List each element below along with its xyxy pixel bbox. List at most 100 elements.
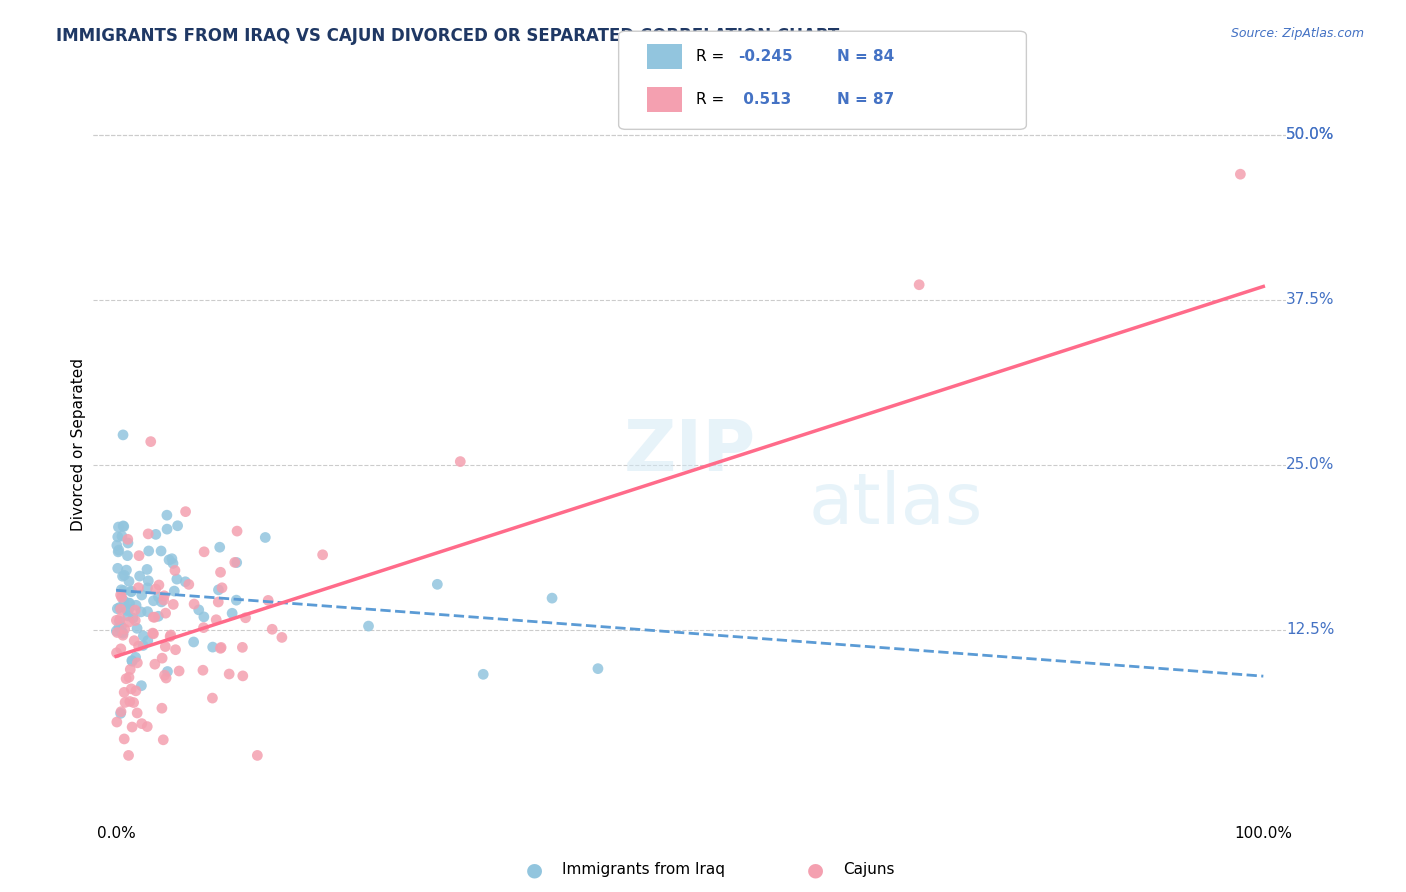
Point [586, 662, 609, 676]
Point [112, 593, 135, 607]
Point [270, 631, 292, 645]
Point [107, 561, 129, 575]
Point [152, 593, 174, 607]
Point [311, 548, 333, 562]
Point [112, 583, 135, 598]
Point [117, 608, 139, 623]
Text: 37.5%: 37.5% [1286, 293, 1334, 307]
Text: Source: ZipAtlas.com: Source: ZipAtlas.com [1230, 27, 1364, 40]
Point [110, 619, 132, 633]
Point [208, 540, 231, 554]
Point [142, 627, 165, 641]
Point [167, 664, 190, 678]
Point [231, 640, 253, 655]
Y-axis label: Divorced or Separated: Divorced or Separated [72, 359, 86, 532]
Point [132, 629, 155, 643]
Text: 0.513: 0.513 [738, 92, 792, 106]
Point [127, 706, 149, 720]
Text: R =: R = [696, 49, 730, 63]
Point [159, 630, 181, 644]
Point [193, 610, 215, 624]
Point [117, 596, 139, 610]
Point [262, 622, 284, 636]
Text: IMMIGRANTS FROM IRAQ VS CAJUN DIVORCED OR SEPARATED CORRELATION CHART: IMMIGRANTS FROM IRAQ VS CAJUN DIVORCED O… [56, 27, 839, 45]
Point [145, 527, 167, 541]
Point [155, 640, 177, 654]
Point [131, 679, 153, 693]
Point [105, 625, 128, 640]
Point [221, 607, 243, 621]
Point [193, 621, 215, 635]
Point [122, 611, 145, 625]
Point [174, 574, 197, 589]
Point [232, 669, 254, 683]
Point [114, 695, 136, 709]
Point [152, 732, 174, 747]
Point [129, 605, 152, 619]
Text: atlas: atlas [808, 470, 983, 539]
Point [225, 593, 247, 607]
Point [107, 545, 129, 559]
Text: ●: ● [807, 860, 824, 880]
Point [107, 543, 129, 558]
Point [112, 626, 135, 640]
Point [111, 628, 134, 642]
Point [136, 527, 159, 541]
Point [153, 668, 176, 682]
Point [142, 594, 165, 608]
Point [166, 518, 188, 533]
Point [157, 553, 180, 567]
Point [225, 556, 247, 570]
Point [111, 529, 134, 543]
Point [449, 454, 471, 468]
Point [201, 640, 224, 654]
Point [166, 572, 188, 586]
Point [201, 691, 224, 706]
Point [150, 595, 173, 609]
Point [207, 582, 229, 597]
Point [541, 591, 564, 606]
Point [150, 544, 173, 558]
Point [209, 641, 232, 656]
Point [108, 614, 131, 628]
Point [112, 685, 135, 699]
Point [128, 549, 150, 563]
Point [156, 665, 179, 679]
Point [115, 672, 138, 686]
Point [112, 568, 135, 582]
Point [136, 562, 159, 576]
Point [162, 598, 184, 612]
Point [235, 611, 257, 625]
Point [122, 633, 145, 648]
Point [142, 610, 165, 624]
Point [254, 531, 277, 545]
Point [183, 635, 205, 649]
Point [257, 593, 280, 607]
Point [148, 590, 170, 604]
Point [124, 603, 146, 617]
Point [160, 551, 183, 566]
Point [120, 584, 142, 599]
Point [155, 606, 177, 620]
Point [163, 564, 186, 578]
Point [121, 654, 143, 668]
Point [472, 667, 495, 681]
Point [117, 549, 139, 563]
Point [118, 596, 141, 610]
Point [128, 569, 150, 583]
Point [122, 696, 145, 710]
Point [177, 577, 200, 591]
Point [165, 642, 187, 657]
Point [118, 574, 141, 589]
Point [183, 597, 205, 611]
Point [150, 651, 173, 665]
Point [156, 508, 179, 523]
Point [110, 582, 132, 597]
Text: Cajuns: Cajuns [844, 863, 896, 877]
Point [117, 533, 139, 547]
Point [136, 605, 159, 619]
Point [117, 602, 139, 616]
Point [124, 650, 146, 665]
Point [132, 639, 155, 653]
Point [143, 657, 166, 672]
